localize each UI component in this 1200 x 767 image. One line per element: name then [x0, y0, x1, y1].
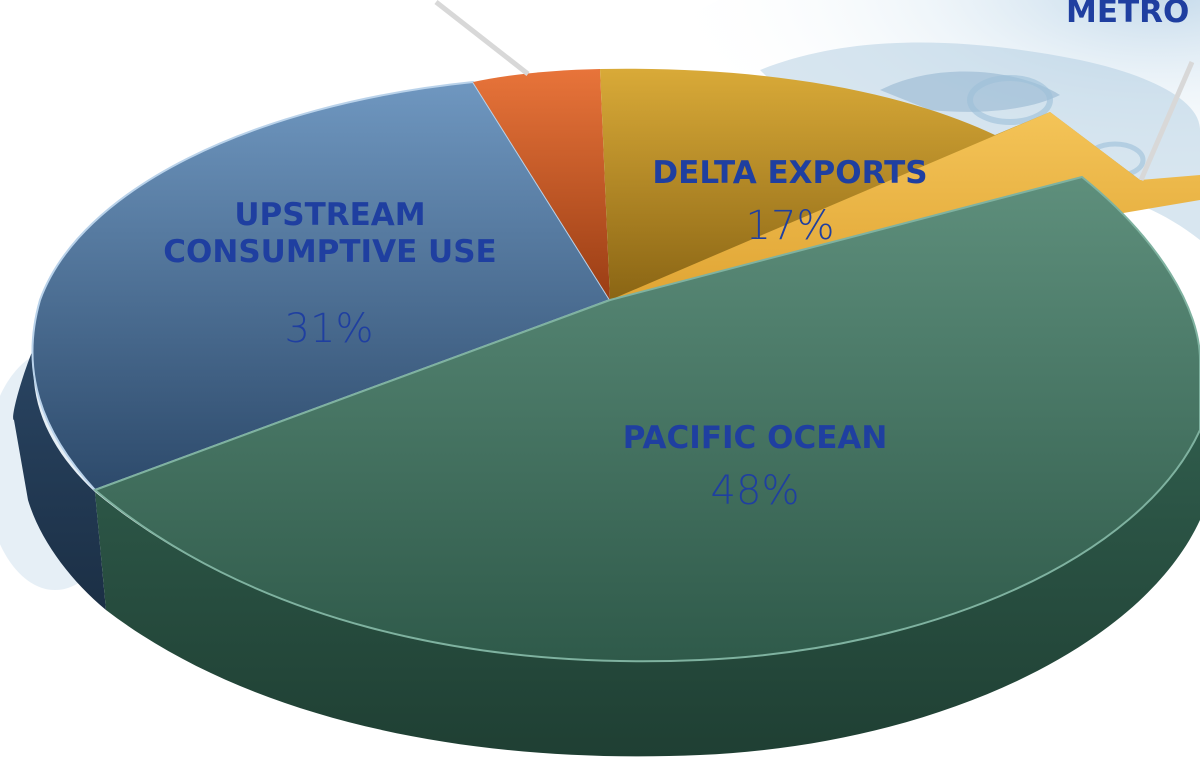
pie-slices: [31, 68, 1200, 663]
leader-line-orange: [434, 0, 530, 76]
pie-side-green: [95, 430, 1200, 757]
slice-unlabeled-orange[interactable]: [473, 69, 610, 300]
label-upstream-name: UPSTREAM CONSUMPTIVE USE: [130, 197, 530, 270]
slice-metro[interactable]: [610, 112, 1200, 300]
label-pacific-ocean-percent: 48%: [710, 468, 800, 514]
label-metro-name: METRO: [1066, 0, 1190, 30]
leader-line-metro: [1138, 61, 1195, 181]
slice-delta-exports[interactable]: [600, 68, 1140, 300]
pie-side-blue: [13, 342, 106, 610]
slice-pacific-ocean[interactable]: [93, 175, 1200, 663]
label-pacific-ocean-name: PACIFIC OCEAN: [622, 420, 888, 456]
label-upstream-percent: 31%: [284, 306, 374, 352]
label-delta-exports-name: DELTA EXPORTS: [652, 155, 928, 191]
label-upstream-line1: UPSTREAM: [234, 197, 426, 233]
label-delta-exports-percent: 17%: [745, 203, 835, 249]
label-upstream-line2: CONSUMPTIVE USE: [163, 233, 497, 270]
slice-upstream-consumptive-use[interactable]: [31, 80, 612, 492]
